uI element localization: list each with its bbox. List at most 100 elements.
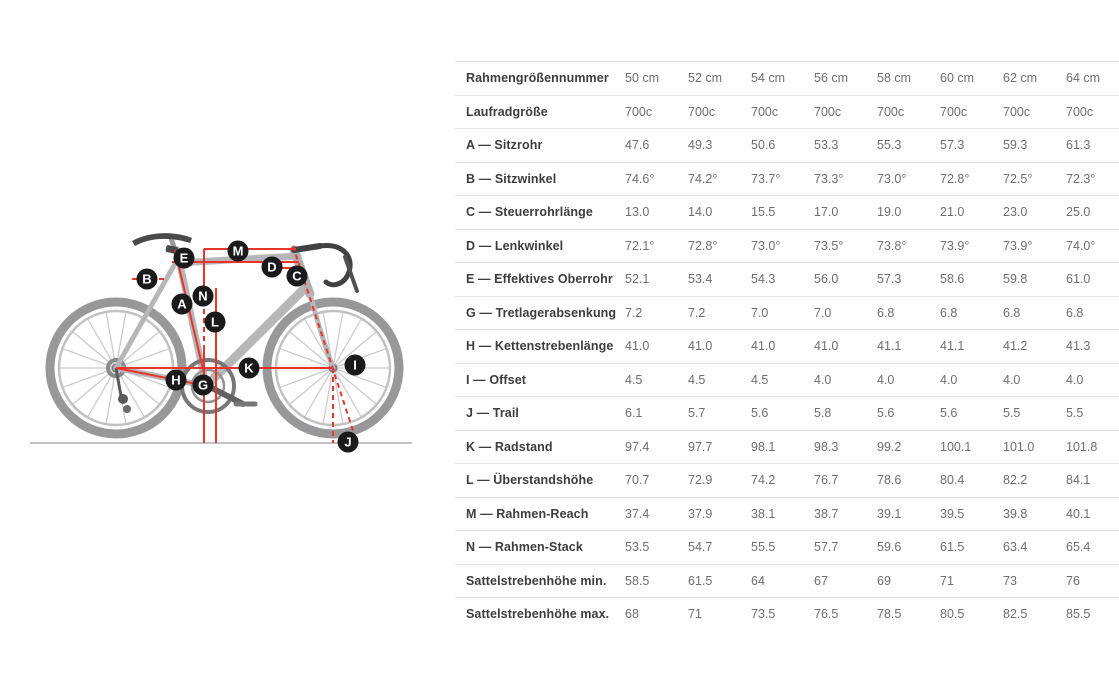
row-label: N — Rahmen-Stack [466, 540, 583, 555]
badge-letter: L [211, 315, 219, 330]
wheel-spoke [279, 347, 334, 369]
value-cell: 41.0 [751, 339, 776, 354]
value-cell: 54.3 [751, 272, 776, 287]
badge-circle [165, 369, 187, 391]
value-cell: 19.0 [877, 205, 902, 220]
wheel-spoke [332, 318, 363, 369]
badge-letter: K [244, 361, 254, 376]
value-cell: 54.7 [688, 540, 713, 555]
value-cell: 78.5 [877, 607, 902, 622]
table-row: N — Rahmen-Stack 53.5 54.7 55.5 57.7 59.6 61.5… [455, 530, 1119, 564]
value-cell: 97.7 [688, 439, 713, 454]
value-cell: 40.1 [1066, 506, 1091, 521]
badge-letter: E [180, 251, 189, 266]
value-cell: 700c [814, 104, 842, 119]
value-cell: 59.8 [1003, 272, 1028, 287]
value-cell: 4.5 [751, 372, 769, 387]
value-cell: 53.3 [814, 138, 839, 153]
value-cell: 61.5 [940, 540, 965, 555]
value-cell: 4.5 [625, 372, 643, 387]
badge-circle [204, 311, 226, 333]
value-cell: 41.0 [814, 339, 839, 354]
value-cell: 5.6 [751, 406, 769, 421]
badge-letter: B [142, 272, 151, 287]
table-row: J — Trail 6.1 5.7 5.6 5.8 5.6 5.6 5.5 5.5 [455, 396, 1119, 430]
wheel-spoke [288, 330, 334, 369]
value-cell: 74.2° [688, 171, 718, 186]
badge-H: H [165, 369, 187, 391]
value-cell: 59.6 [877, 540, 902, 555]
row-label: J — Trail [466, 406, 520, 421]
value-cell: 73.0° [751, 238, 781, 253]
value-cell: 7.0 [751, 305, 769, 320]
value-cell: 5.6 [877, 406, 895, 421]
value-cell: 82.2 [1003, 473, 1028, 488]
table-row: Laufradgröße 700c 700c 700c 700c 700c 700c 700c… [455, 94, 1119, 129]
value-cell: 73.5° [814, 238, 844, 253]
value-cell: 700c [688, 104, 716, 119]
badge-circle [337, 431, 359, 453]
table-row: C — Steuerrohrlänge 13.0 14.0 15.5 17.0 19.0 2… [455, 195, 1119, 229]
value-cell: 58.6 [940, 272, 965, 287]
table-row: K — Radstand 97.4 97.7 98.1 98.3 99.2 100.1 101… [455, 429, 1119, 464]
badge-I: I [344, 354, 366, 376]
value-cell: 53.4 [688, 272, 713, 287]
value-cell: 6.8 [877, 305, 895, 320]
wheel-spoke [303, 367, 334, 418]
value-cell: 68 [625, 607, 639, 622]
value-cell: 69 [877, 573, 891, 588]
rear-derailleur-arm [114, 367, 123, 397]
badge-letter: J [344, 435, 351, 450]
badge-circle [227, 240, 249, 262]
bike-geometry-diagram: A B C D E G H I J K L M N [30, 233, 412, 453]
value-cell: 73.5 [751, 607, 776, 622]
value-cell: 78.6 [877, 473, 902, 488]
value-cell: 25.0 [1066, 205, 1091, 220]
value-cell: 55.5 [751, 540, 776, 555]
value-cell: 82.5 [1003, 607, 1028, 622]
table-row: A — Sitzrohr 47.6 49.3 50.6 53.3 55.3 57.3 59.3… [455, 128, 1119, 162]
value-cell: 54 cm [751, 71, 786, 86]
value-cell: 7.2 [688, 305, 706, 320]
stem [291, 243, 323, 253]
value-cell: 41.0 [625, 339, 650, 354]
value-cell: 7.0 [814, 305, 832, 320]
value-cell: 70.7 [625, 473, 650, 488]
measurement-badges: A B C D E G H I J K L M N [136, 240, 366, 453]
table-row: Sattelstrebenhöhe max. 68 71 73.5 76.5 78.5 80… [455, 597, 1119, 631]
value-cell: 97.4 [625, 439, 650, 454]
value-cell: 99.2 [877, 439, 902, 454]
badge-A: A [171, 293, 193, 315]
row-label: Rahmengrößennummer [466, 71, 609, 86]
value-cell: 4.0 [1066, 372, 1084, 387]
row-label: M — Rahmen-Reach [466, 506, 589, 521]
seatstay-tube [113, 259, 179, 371]
value-cell: 4.0 [940, 372, 958, 387]
value-cell: 23.0 [1003, 205, 1028, 220]
value-cell: 72.8° [688, 238, 718, 253]
row-label: Sattelstrebenhöhe max. [466, 607, 610, 622]
value-cell: 101.8 [1066, 439, 1098, 454]
value-cell: 71 [688, 607, 702, 622]
value-cell: 700c [877, 104, 905, 119]
value-cell: 64 cm [1066, 71, 1101, 86]
wheel-spoke [332, 311, 344, 369]
value-cell: 39.1 [877, 506, 902, 521]
value-cell: 6.8 [1066, 305, 1084, 320]
value-cell: 62 cm [1003, 71, 1038, 86]
value-cell: 56 cm [814, 71, 849, 86]
badge-letter: H [171, 373, 180, 388]
value-cell: 63.4 [1003, 540, 1028, 555]
value-cell: 47.6 [625, 138, 650, 153]
wheel-spoke [279, 367, 334, 389]
row-label: A — Sitzrohr [466, 138, 543, 153]
wheel-spoke [322, 367, 334, 425]
value-cell: 84.1 [1066, 473, 1091, 488]
badge-circle [286, 265, 308, 287]
row-label: Laufradgröße [466, 104, 548, 119]
table-row: Rahmengrößennummer 50 cm 52 cm 54 cm 56 cm 58… [455, 61, 1119, 95]
value-cell: 5.6 [940, 406, 958, 421]
value-cell: 57.3 [940, 138, 965, 153]
crank-arm [205, 383, 246, 407]
